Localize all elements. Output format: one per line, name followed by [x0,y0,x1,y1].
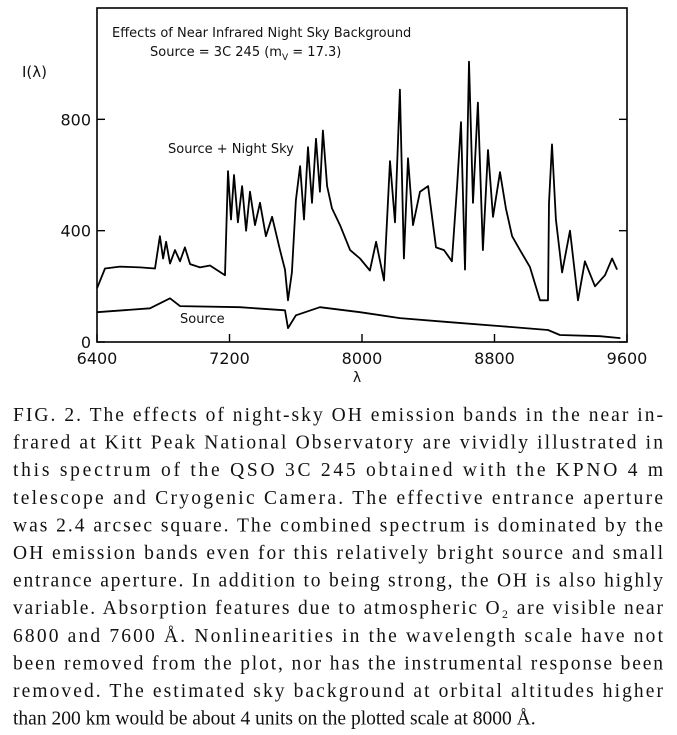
x-tick-label: 6400 [77,349,118,368]
caption-line: been removed from the plot, nor has the … [13,653,663,674]
series-line [96,297,621,339]
series-label: Source + Night Sky [168,142,294,157]
caption-line: this spectrum of the QSO 3C 245 obtained… [13,460,663,481]
caption-line: 6800 and 7600 Å. Nonlinearities in the w… [13,626,664,647]
caption-line: was 2.4 arcsec square. The combined spec… [13,515,663,536]
series-label: Source [180,312,225,327]
y-tick-label: 400 [60,222,91,241]
caption-line: telescope and Cryogenic Camera. The effe… [13,488,663,509]
y-tick-label: 0 [81,333,91,352]
caption-line: entrance aperture. In addition to being … [13,571,663,592]
chart-subtitle: Source = 3C 245 (mV = 17.3) [150,45,341,63]
x-axis-label: λ [353,370,361,386]
y-axis-label: I(λ) [22,63,47,81]
y-tick-label: 800 [60,110,91,129]
caption-line: OH emission bands even for this relative… [13,543,664,564]
x-tick-label: 8800 [474,349,515,368]
chart-title: Effects of Near Infrared Night Sky Backg… [112,26,411,41]
caption-line: frared at Kitt Peak National Observatory… [13,433,663,454]
x-tick-label: 9600 [607,349,648,368]
caption-line: FIG. 2. The effects of night-sky OH emis… [13,405,663,426]
caption-line: variable. Absorption features due to atm… [13,598,663,619]
caption-line: removed. The estimated sky background at… [13,681,664,702]
x-tick-label: 8000 [342,349,383,368]
x-tick-label: 7200 [209,349,250,368]
series-line [96,60,618,302]
caption-line: than 200 km would be about 4 units on th… [13,709,536,730]
